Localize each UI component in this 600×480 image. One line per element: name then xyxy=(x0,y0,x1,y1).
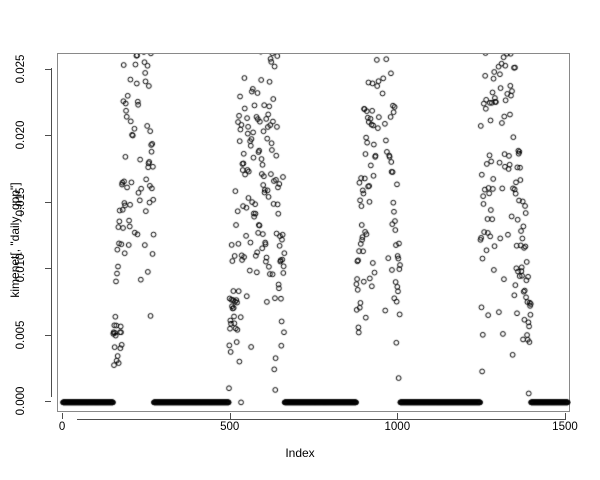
x-tick-2 xyxy=(397,413,399,419)
scatter-points-canvas xyxy=(58,54,571,413)
y-tick-1 xyxy=(45,334,51,336)
y-tick-4 xyxy=(45,135,51,137)
y-tick-3 xyxy=(45,201,51,203)
x-tick-0 xyxy=(62,413,64,419)
x-tick-label-0: 0 xyxy=(58,421,66,433)
x-tick-label-2: 1000 xyxy=(384,421,411,433)
plot-frame xyxy=(57,53,571,413)
x-tick-3 xyxy=(564,413,566,419)
x-axis-title-text: Index xyxy=(285,446,315,460)
y-axis-title-text: kimenet[, "daily_gpp"] xyxy=(8,182,22,298)
x-axis-line xyxy=(77,419,566,420)
y-tick-2 xyxy=(45,268,51,270)
x-tick-1 xyxy=(229,413,231,419)
y-tick-label-0: 0.000 xyxy=(15,386,27,416)
x-axis-title: Index xyxy=(0,446,600,460)
y-tick-0 xyxy=(45,401,51,403)
x-tick-label-1: 500 xyxy=(220,421,240,433)
y-axis-line xyxy=(51,68,52,397)
y-axis-title: kimenet[, "daily_gpp"] xyxy=(8,100,22,380)
y-tick-5 xyxy=(45,68,51,70)
x-tick-label-3: 1500 xyxy=(552,421,578,433)
y-tick-label-5: 0.025 xyxy=(15,54,27,84)
